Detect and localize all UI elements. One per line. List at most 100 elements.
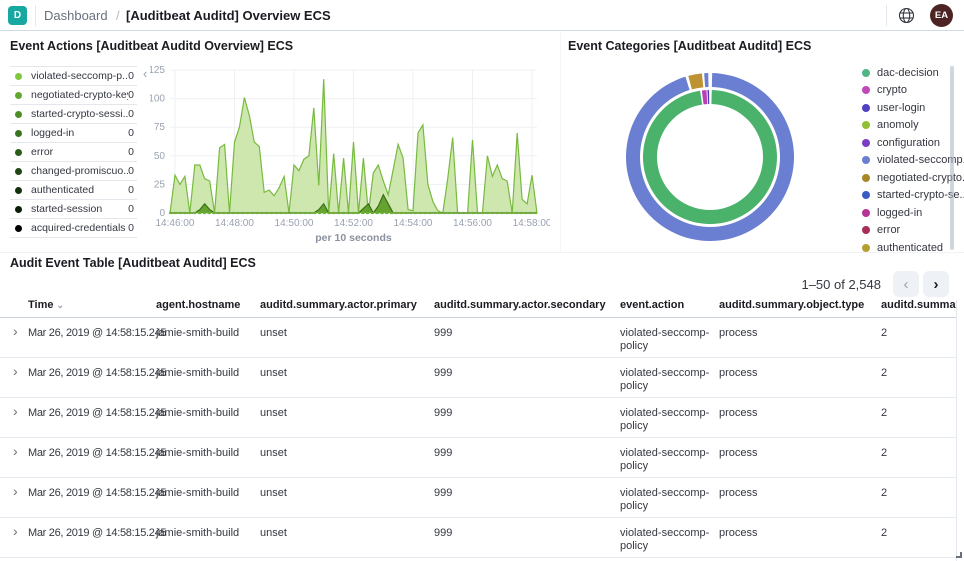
legend-item[interactable]: changed-promiscuo... 0 bbox=[10, 162, 137, 181]
legend-item[interactable]: negotiated-crypto-key 0 bbox=[10, 86, 137, 105]
legend-item[interactable]: logged-in bbox=[862, 204, 948, 222]
svg-text:14:52:00: 14:52:00 bbox=[334, 218, 373, 229]
column-header-event-action[interactable]: event.action bbox=[620, 299, 685, 311]
legend-item[interactable]: started-session 0 bbox=[10, 200, 137, 219]
cell-object-type: process bbox=[719, 407, 758, 419]
legend-item[interactable]: user-login bbox=[862, 99, 948, 117]
cell-event-action: violated-seccomp-policy bbox=[620, 327, 710, 352]
svg-text:100: 100 bbox=[150, 94, 165, 105]
cell-hostname: jamie-smith-build bbox=[156, 447, 240, 459]
breadcrumb-separator: / bbox=[116, 8, 120, 23]
donut-segment-negotiated-crypto-key[interactable] bbox=[688, 73, 704, 90]
legend-item[interactable]: started-crypto-se... bbox=[862, 187, 964, 205]
cell-actor-primary: unset bbox=[260, 527, 287, 539]
table-row[interactable]: › Mar 26, 2019 @ 14:58:15.245 jamie-smith-… bbox=[0, 358, 956, 398]
legend-scrollbar[interactable] bbox=[950, 66, 954, 250]
legend-item-label: logged-in bbox=[31, 127, 75, 139]
legend-dot-icon bbox=[862, 138, 870, 147]
legend-dot-icon bbox=[862, 156, 870, 165]
legend-item[interactable]: violated-seccomp-p... 0 bbox=[10, 67, 137, 86]
breadcrumb-dashboard[interactable]: Dashboard bbox=[44, 8, 108, 23]
row-expand-icon[interactable]: › bbox=[13, 523, 18, 539]
row-expand-icon[interactable]: › bbox=[13, 483, 18, 499]
legend-dot-icon bbox=[15, 186, 22, 194]
legend-item-value: 0 bbox=[128, 165, 134, 177]
table-row[interactable]: › Mar 26, 2019 @ 14:58:15.245 jamie-smith-… bbox=[0, 438, 956, 478]
column-header-auditd-summary-actor-secondary[interactable]: auditd.summary.actor.secondary bbox=[434, 299, 606, 311]
cell-summary: 2 bbox=[881, 527, 888, 539]
legend-dot-icon bbox=[15, 110, 22, 118]
row-expand-icon[interactable]: › bbox=[13, 323, 18, 339]
legend-item[interactable]: crypto bbox=[862, 82, 948, 100]
event-categories-panel-title: Event Categories [Auditbeat Auditd] ECS bbox=[568, 39, 812, 53]
legend-item[interactable]: error bbox=[862, 222, 948, 240]
legend-item[interactable]: acquired-credentials 0 bbox=[10, 219, 137, 238]
pagination-next-button[interactable]: › bbox=[923, 271, 949, 297]
legend-item-value: 0 bbox=[128, 184, 134, 196]
svg-text:0: 0 bbox=[159, 208, 165, 219]
legend-item-value: 0 bbox=[128, 222, 134, 234]
table-row[interactable]: › Mar 26, 2019 @ 14:58:15.245 jamie-smith-… bbox=[0, 318, 956, 358]
column-header-auditd-summary-object-type[interactable]: auditd.summary.object.type bbox=[719, 299, 865, 311]
donut-segment-dac-decision[interactable] bbox=[643, 90, 777, 225]
cell-actor-primary: unset bbox=[260, 487, 287, 499]
column-header-auditd-summary-actor-primary[interactable]: auditd.summary.actor.primary bbox=[260, 299, 417, 311]
cell-hostname: jamie-smith-build bbox=[156, 327, 240, 339]
legend-item-label: negotiated-crypto... bbox=[877, 171, 964, 184]
user-avatar[interactable]: EA bbox=[930, 4, 953, 27]
table-scrollbar[interactable] bbox=[956, 300, 957, 561]
svg-text:50: 50 bbox=[154, 151, 166, 162]
audit-table-panel-title: Audit Event Table [Auditbeat Auditd] ECS bbox=[10, 256, 256, 270]
legend-item[interactable]: negotiated-crypto... bbox=[862, 169, 964, 187]
donut-segment-user-login[interactable] bbox=[707, 90, 710, 105]
row-expand-icon[interactable]: › bbox=[13, 403, 18, 419]
legend-item[interactable]: configuration bbox=[862, 134, 948, 152]
row-expand-icon[interactable]: › bbox=[13, 363, 18, 379]
legend-item[interactable]: authenticated bbox=[862, 239, 948, 257]
page-title: [Auditbeat Auditd] Overview ECS bbox=[126, 8, 331, 23]
table-row[interactable]: › Mar 26, 2019 @ 14:58:15.245 jamie-smith-… bbox=[0, 398, 956, 438]
donut-segment-crypto[interactable] bbox=[701, 90, 708, 105]
dashboard-app-icon[interactable]: D bbox=[8, 6, 27, 25]
cell-event-action: violated-seccomp-policy bbox=[620, 527, 710, 552]
top-navbar: D Dashboard / [Auditbeat Auditd] Overvie… bbox=[0, 0, 964, 31]
event-actions-area-chart[interactable]: 0 25 50 75 100 125 14:46:00 14:48:00 14:50:00 14:… bbox=[150, 62, 550, 246]
legend-dot-icon bbox=[862, 208, 870, 217]
table-row[interactable]: › Mar 26, 2019 @ 14:58:15.245 jamie-smith-… bbox=[0, 518, 956, 558]
event-categories-donut-chart[interactable] bbox=[626, 73, 794, 241]
svg-text:14:56:00: 14:56:00 bbox=[453, 218, 492, 229]
cell-time: Mar 26, 2019 @ 14:58:15.245 bbox=[28, 447, 167, 459]
svg-text:14:48:00: 14:48:00 bbox=[215, 218, 254, 229]
donut-segment-violated-seccomp-policy[interactable] bbox=[704, 73, 709, 88]
legend-item[interactable]: dac-decision bbox=[862, 64, 948, 82]
panel-divider-vertical bbox=[560, 32, 561, 252]
legend-item[interactable]: violated-seccomp... bbox=[862, 152, 964, 170]
legend-item[interactable]: anomoly bbox=[862, 117, 948, 135]
cell-event-action: violated-seccomp-policy bbox=[620, 487, 710, 512]
table-row[interactable]: › Mar 26, 2019 @ 14:58:15.245 jamie-smith-… bbox=[0, 478, 956, 518]
pagination-prev-button[interactable]: ‹ bbox=[893, 271, 919, 297]
svg-text:14:50:00: 14:50:00 bbox=[275, 218, 314, 229]
legend-item-label: anomoly bbox=[877, 119, 919, 132]
legend-item[interactable]: started-crypto-sessi... 0 bbox=[10, 105, 137, 124]
navbar-divider-right bbox=[886, 5, 887, 26]
legend-item[interactable]: logged-in 0 bbox=[10, 124, 137, 143]
cell-event-action: violated-seccomp-policy bbox=[620, 407, 710, 432]
legend-item[interactable]: error 0 bbox=[10, 143, 137, 162]
column-header-auditd-summary[interactable]: auditd.summary bbox=[881, 299, 956, 311]
legend-item-label: user-login bbox=[877, 101, 926, 114]
cell-actor-secondary: 999 bbox=[434, 407, 453, 419]
cell-actor-primary: unset bbox=[260, 447, 287, 459]
legend-item[interactable]: authenticated 0 bbox=[10, 181, 137, 200]
legend-collapse-icon[interactable]: ‹ bbox=[143, 66, 148, 81]
column-header-agent-hostname[interactable]: agent.hostname bbox=[156, 299, 241, 311]
globe-icon[interactable] bbox=[898, 7, 915, 24]
cell-summary: 2 bbox=[881, 447, 888, 459]
event-actions-panel-title: Event Actions [Auditbeat Auditd Overview… bbox=[10, 39, 294, 53]
legend-item-label: authenticated bbox=[877, 241, 944, 254]
row-expand-icon[interactable]: › bbox=[13, 443, 18, 459]
cell-hostname: jamie-smith-build bbox=[156, 527, 240, 539]
legend-dot-icon bbox=[862, 173, 870, 182]
column-header-Time[interactable]: Time ⌄ bbox=[28, 299, 65, 311]
